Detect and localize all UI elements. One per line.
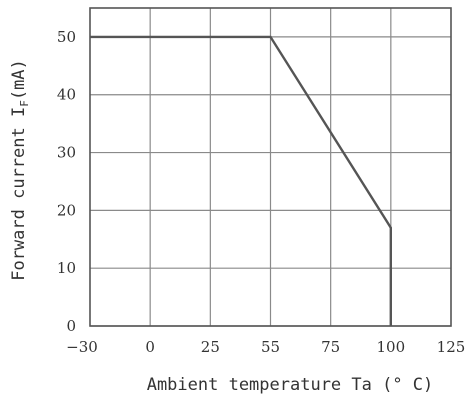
y-tick-label: 10 (57, 259, 76, 277)
x-tick-label: 75 (321, 338, 340, 356)
grid (90, 8, 451, 327)
plot-frame (89, 7, 452, 327)
y-axis-label-unit: (mA) (9, 59, 29, 100)
x-tick-label: 100 (377, 338, 406, 356)
x-tick-label: 55 (261, 338, 280, 356)
y-tick-label: 0 (66, 317, 76, 335)
y-tick-label: 50 (57, 28, 76, 46)
x-tick-labels: −30 0 25 55 75 100 125 (66, 338, 465, 356)
y-axis-label-subscript: F (18, 100, 31, 107)
derating-curve (90, 35, 392, 326)
y-tick-labels: 0 10 20 30 40 50 (57, 28, 76, 335)
y-tick-label: 30 (57, 144, 76, 162)
x-axis-label: Ambient temperature Ta (° C) (147, 375, 434, 395)
y-tick-label: 20 (57, 201, 76, 219)
series-layer (90, 35, 392, 326)
y-tick-label: 40 (57, 86, 76, 104)
y-axis-label: Forward current IF(mA) (9, 59, 31, 281)
x-tick-label: −30 (66, 338, 98, 356)
x-tick-label: 125 (437, 338, 465, 356)
x-tick-label: 25 (201, 338, 220, 356)
x-tick-label: 0 (145, 338, 155, 356)
y-axis-label-main: Forward current I (9, 107, 29, 281)
